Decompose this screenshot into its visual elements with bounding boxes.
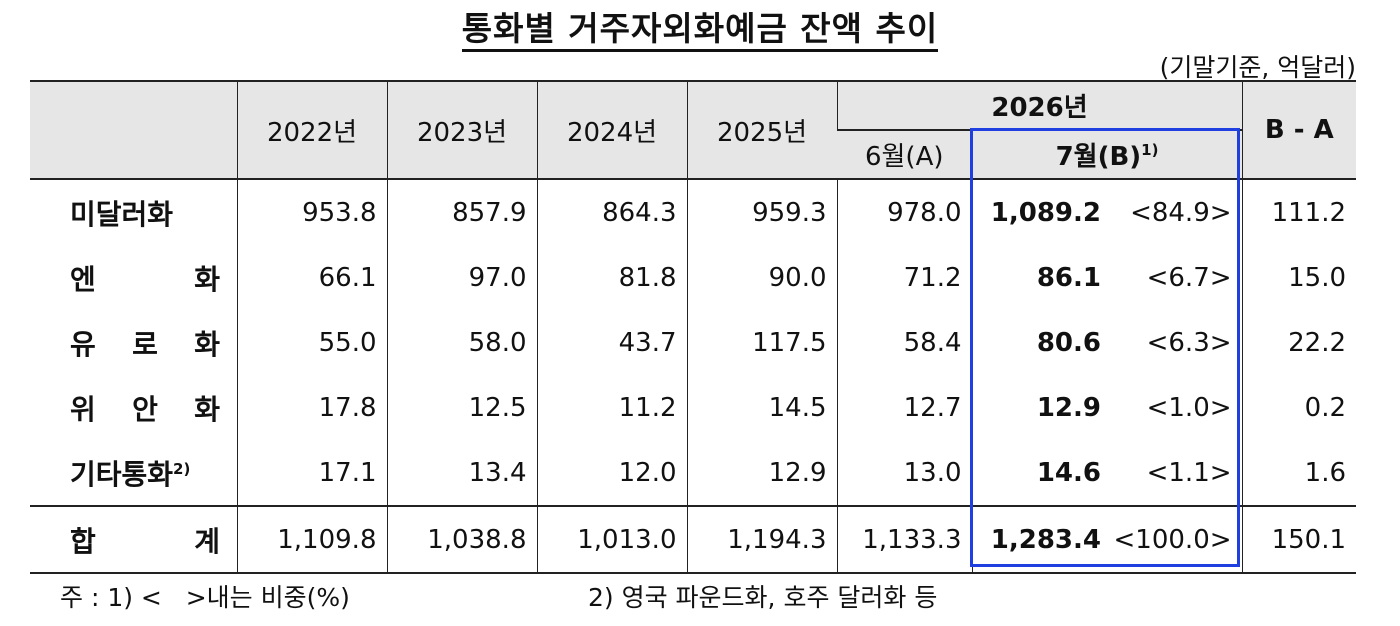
table-title-text: 통화별 거주자외화예금 잔액 추이 bbox=[462, 9, 939, 52]
share-cell: <84.9> bbox=[1107, 179, 1242, 245]
share-cell: <6.7> bbox=[1107, 245, 1242, 310]
value-cell: 58.4 bbox=[837, 310, 972, 375]
value-cell: 43.7 bbox=[537, 310, 687, 375]
value-cell: 978.0 bbox=[837, 179, 972, 245]
value-cell: 90.0 bbox=[687, 245, 837, 310]
value-cell: 857.9 bbox=[387, 179, 537, 245]
header-july-label: 7월(B) bbox=[1056, 142, 1142, 172]
header-corner bbox=[30, 81, 237, 179]
value-cell: 58.0 bbox=[387, 310, 537, 375]
table-row: 엔 화 66.1 97.0 81.8 90.0 71.2 86.1 <6.7> 15.0 bbox=[30, 245, 1356, 310]
currency-name-part: 안 bbox=[132, 388, 158, 428]
currency-name-part: 계 bbox=[194, 520, 220, 560]
value-cell: 97.0 bbox=[387, 245, 537, 310]
header-july: 7월(B)1) bbox=[972, 130, 1242, 179]
diff-cell: 111.2 bbox=[1242, 179, 1356, 245]
unit-note: (기말기준, 억달러) bbox=[1160, 48, 1356, 84]
value-cell: 12.9 bbox=[687, 440, 837, 506]
value-cell: 12.0 bbox=[537, 440, 687, 506]
share-cell: <100.0> bbox=[1107, 506, 1242, 573]
share-cell: <1.0> bbox=[1107, 375, 1242, 440]
value-cell: 13.4 bbox=[387, 440, 537, 506]
value-cell: 81.8 bbox=[537, 245, 687, 310]
currency-name: 미달러화 bbox=[30, 179, 237, 245]
header-year-2026: 2026년 bbox=[837, 81, 1242, 130]
currency-name-part: 엔 bbox=[70, 258, 96, 298]
value-cell: 1,194.3 bbox=[687, 506, 837, 573]
currency-name-part: 화 bbox=[194, 388, 220, 428]
header-july-note: 1) bbox=[1141, 141, 1158, 159]
table-row: 미달러화 953.8 857.9 864.3 959.3 978.0 1,089.2 <84.… bbox=[30, 179, 1356, 245]
value-cell: 14.5 bbox=[687, 375, 837, 440]
footnote-1: 주 : 1) < >내는 비중(%) bbox=[60, 578, 350, 614]
currency-name-part: 로 bbox=[132, 323, 158, 363]
july-value-cell: 14.6 bbox=[972, 440, 1107, 506]
value-cell: 1,133.3 bbox=[837, 506, 972, 573]
value-cell: 17.1 bbox=[237, 440, 387, 506]
currency-name-part: 화 bbox=[194, 323, 220, 363]
table-title: 통화별 거주자외화예금 잔액 추이 bbox=[0, 2, 1400, 50]
diff-cell: 22.2 bbox=[1242, 310, 1356, 375]
value-cell: 1,109.8 bbox=[237, 506, 387, 573]
share-cell: <6.3> bbox=[1107, 310, 1242, 375]
value-cell: 1,038.8 bbox=[387, 506, 537, 573]
value-cell: 1,013.0 bbox=[537, 506, 687, 573]
currency-name-part: 유 bbox=[70, 323, 96, 363]
value-cell: 12.5 bbox=[387, 375, 537, 440]
value-cell: 953.8 bbox=[237, 179, 387, 245]
header-diff: B - A bbox=[1242, 81, 1356, 179]
value-cell: 11.2 bbox=[537, 375, 687, 440]
currency-name-part: 위 bbox=[70, 388, 96, 428]
value-cell: 55.0 bbox=[237, 310, 387, 375]
table-body: 미달러화 953.8 857.9 864.3 959.3 978.0 1,089.2 <84.… bbox=[30, 179, 1356, 573]
value-cell: 71.2 bbox=[837, 245, 972, 310]
currency-name-part: 기타통화 bbox=[70, 458, 173, 491]
diff-cell: 0.2 bbox=[1242, 375, 1356, 440]
currency-name-part: 합 bbox=[70, 520, 96, 560]
diff-cell: 1.6 bbox=[1242, 440, 1356, 506]
value-cell: 864.3 bbox=[537, 179, 687, 245]
value-cell: 12.7 bbox=[837, 375, 972, 440]
value-cell: 17.8 bbox=[237, 375, 387, 440]
value-cell: 117.5 bbox=[687, 310, 837, 375]
table-row: 위 안 화 17.8 12.5 11.2 14.5 12.7 12.9 <1.0> 0.2 bbox=[30, 375, 1356, 440]
header-june: 6월(A) bbox=[837, 130, 972, 179]
july-value-cell: 86.1 bbox=[972, 245, 1107, 310]
july-value-cell: 12.9 bbox=[972, 375, 1107, 440]
header-year: 2023년 bbox=[387, 81, 537, 179]
total-row: 합 계 1,109.8 1,038.8 1,013.0 1,194.3 1,133.3 1,2… bbox=[30, 506, 1356, 573]
value-cell: 959.3 bbox=[687, 179, 837, 245]
currency-name-part: 미달러화 bbox=[70, 193, 173, 233]
table-row: 기타통화2) 17.1 13.4 12.0 12.9 13.0 14.6 <1.1> 1.6 bbox=[30, 440, 1356, 506]
header-year: 2024년 bbox=[537, 81, 687, 179]
diff-cell: 150.1 bbox=[1242, 506, 1356, 573]
july-value-cell: 1,283.4 bbox=[972, 506, 1107, 573]
currency-name: 기타통화2) bbox=[30, 440, 237, 506]
value-cell: 66.1 bbox=[237, 245, 387, 310]
table-row: 유 로 화 55.0 58.0 43.7 117.5 58.4 80.6 <6.3> 22.2 bbox=[30, 310, 1356, 375]
value-cell: 13.0 bbox=[837, 440, 972, 506]
footnote-2: 2) 영국 파운드화, 호주 달러화 등 bbox=[588, 578, 937, 614]
july-value-cell: 1,089.2 bbox=[972, 179, 1107, 245]
july-value-cell: 80.6 bbox=[972, 310, 1107, 375]
diff-cell: 15.0 bbox=[1242, 245, 1356, 310]
currency-name-part: 화 bbox=[194, 258, 220, 298]
currency-note: 2) bbox=[173, 460, 190, 478]
deposit-table: 2022년 2023년 2024년 2025년 2026년 B - A 6월(A… bbox=[30, 80, 1356, 574]
share-cell: <1.1> bbox=[1107, 440, 1242, 506]
header-year: 2022년 bbox=[237, 81, 387, 179]
header-year: 2025년 bbox=[687, 81, 837, 179]
